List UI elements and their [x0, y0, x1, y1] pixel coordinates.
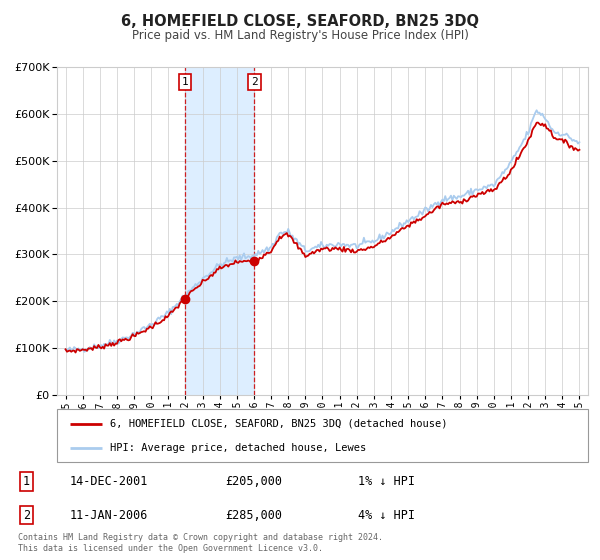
Text: 1: 1 — [181, 77, 188, 87]
Text: 2: 2 — [251, 77, 258, 87]
Text: 6, HOMEFIELD CLOSE, SEAFORD, BN25 3DQ: 6, HOMEFIELD CLOSE, SEAFORD, BN25 3DQ — [121, 14, 479, 29]
Text: 14-DEC-2001: 14-DEC-2001 — [70, 475, 148, 488]
Text: 1: 1 — [23, 475, 30, 488]
Text: 6, HOMEFIELD CLOSE, SEAFORD, BN25 3DQ (detached house): 6, HOMEFIELD CLOSE, SEAFORD, BN25 3DQ (d… — [110, 419, 448, 429]
Text: 1% ↓ HPI: 1% ↓ HPI — [358, 475, 415, 488]
Text: 11-JAN-2006: 11-JAN-2006 — [70, 508, 148, 521]
Text: £285,000: £285,000 — [225, 508, 282, 521]
Text: 4% ↓ HPI: 4% ↓ HPI — [358, 508, 415, 521]
Text: Contains HM Land Registry data © Crown copyright and database right 2024.: Contains HM Land Registry data © Crown c… — [18, 533, 383, 542]
Text: HPI: Average price, detached house, Lewes: HPI: Average price, detached house, Lewe… — [110, 443, 367, 453]
Bar — [185, 67, 254, 395]
Text: This data is licensed under the Open Government Licence v3.0.: This data is licensed under the Open Gov… — [18, 544, 323, 553]
Text: £205,000: £205,000 — [225, 475, 282, 488]
Text: Price paid vs. HM Land Registry's House Price Index (HPI): Price paid vs. HM Land Registry's House … — [131, 29, 469, 42]
FancyBboxPatch shape — [57, 409, 588, 462]
Text: 2: 2 — [23, 508, 30, 521]
